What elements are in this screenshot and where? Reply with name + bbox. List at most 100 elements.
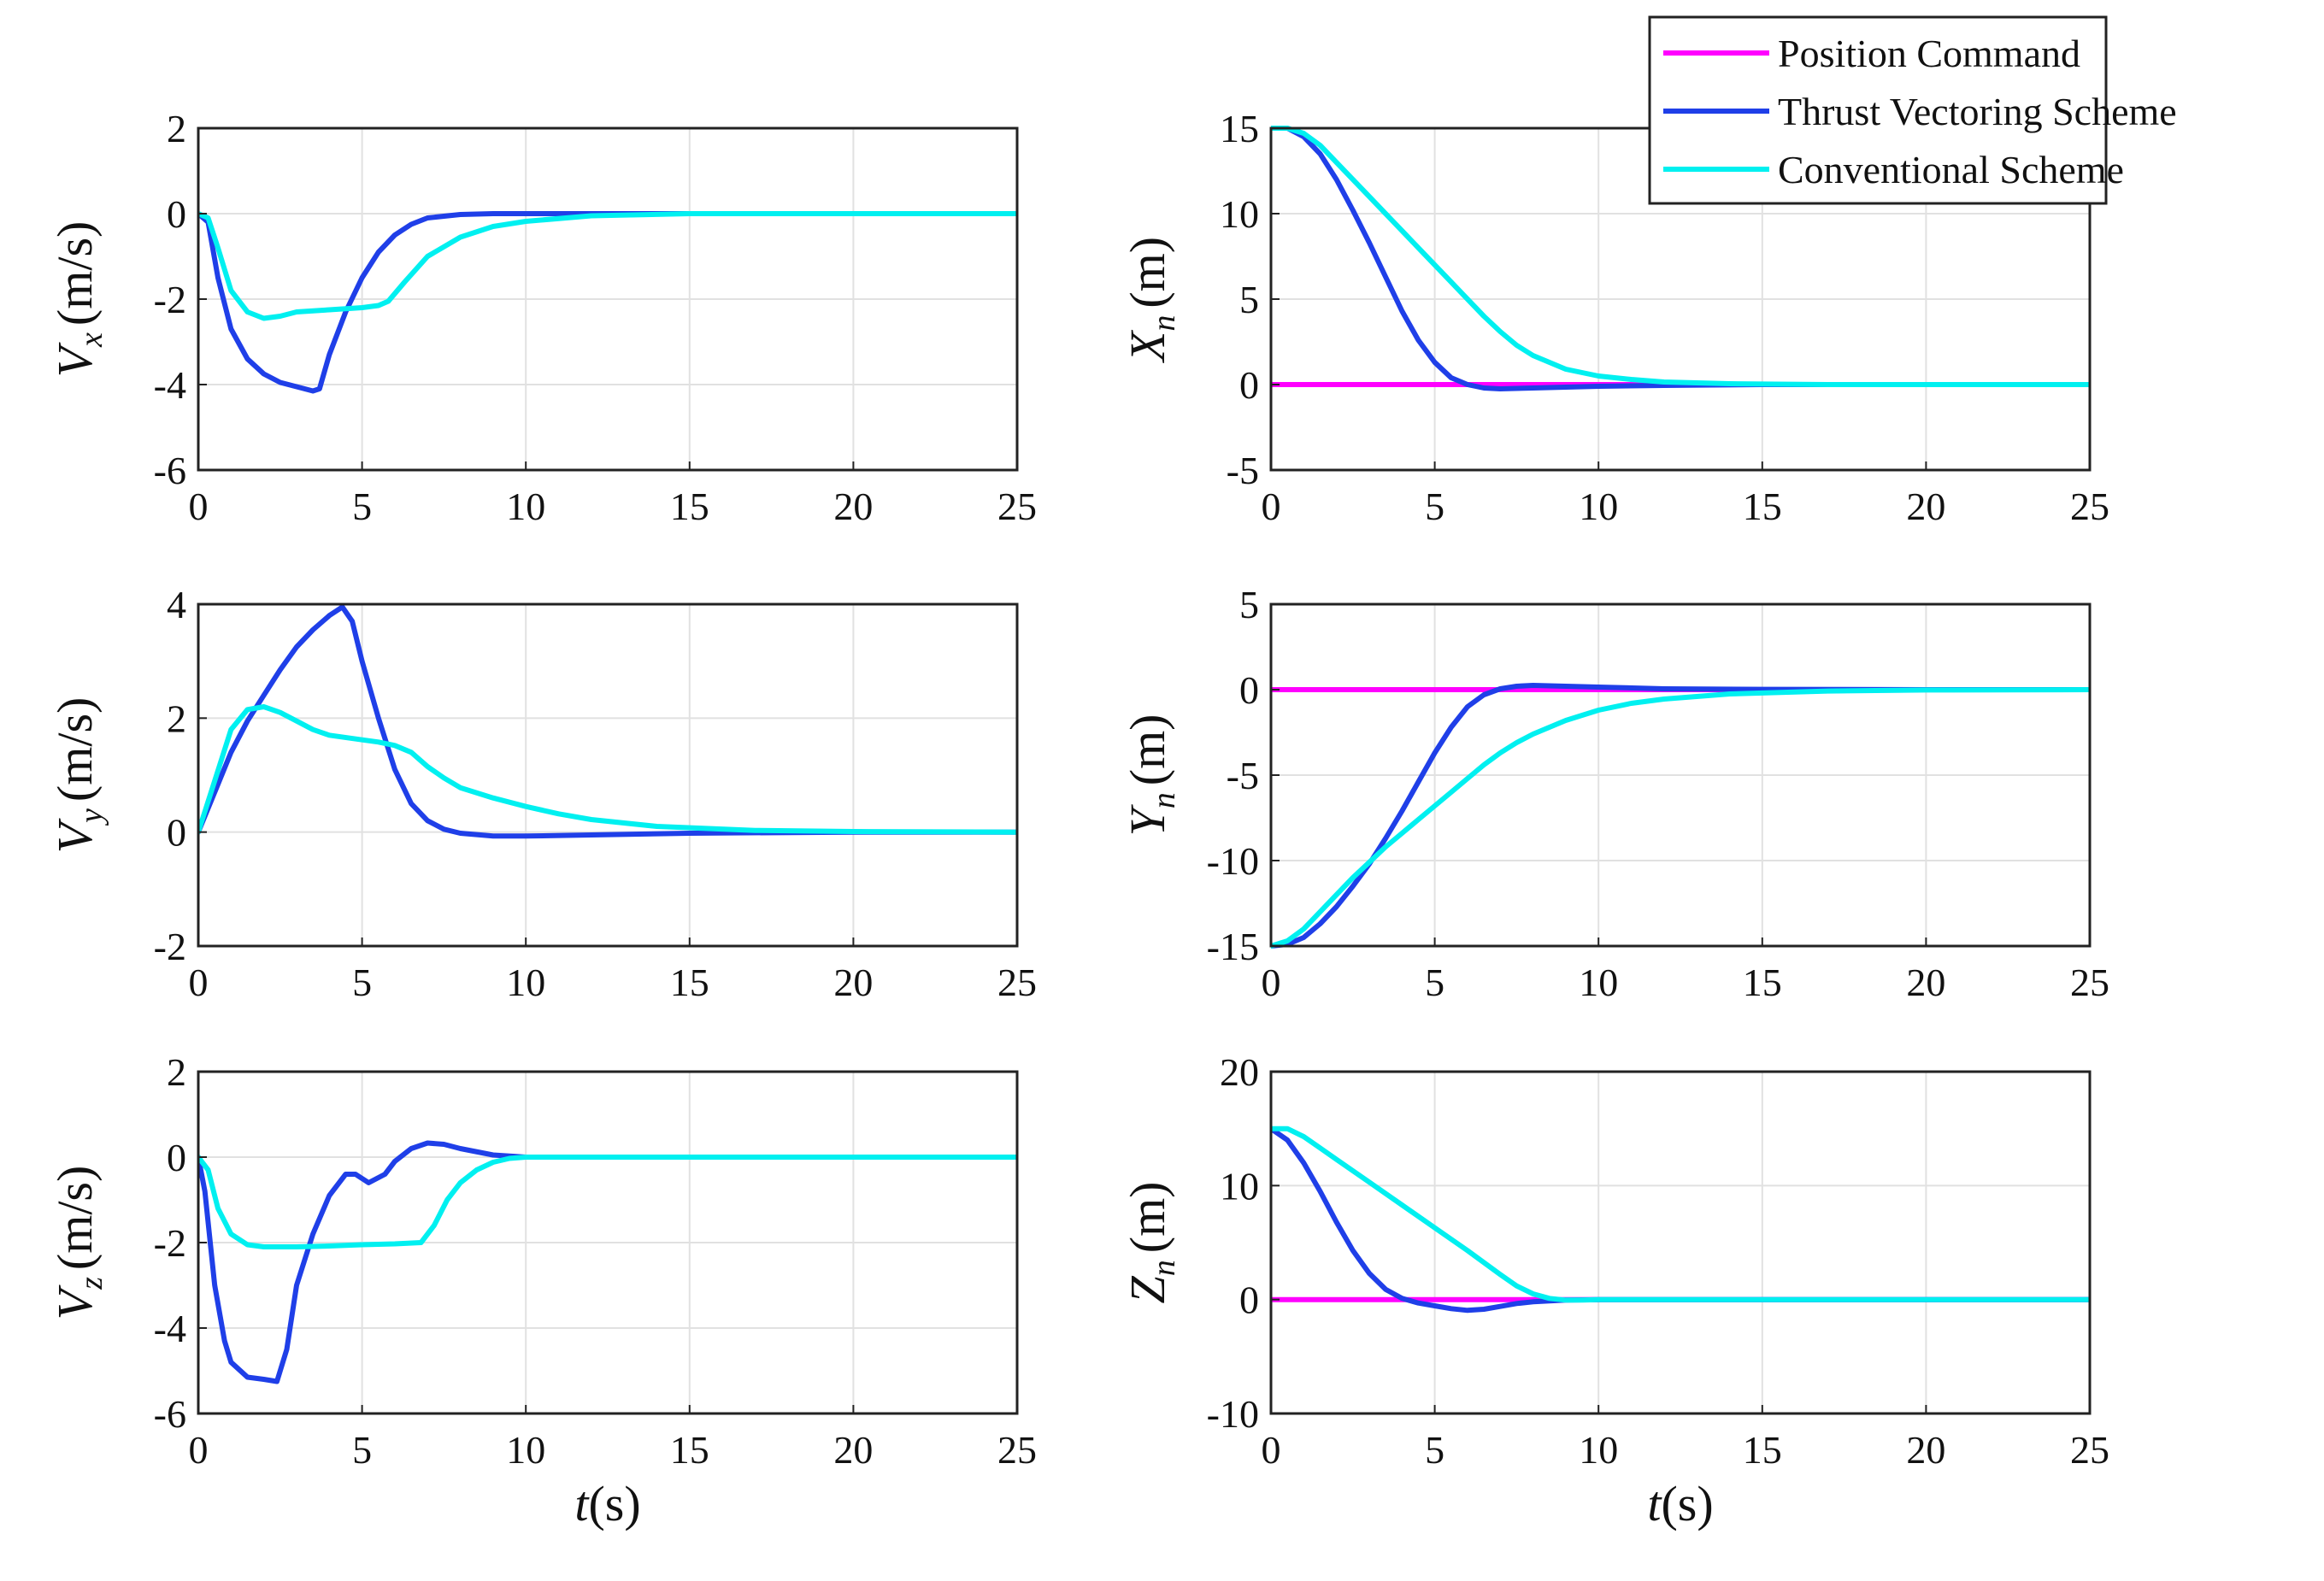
x-tick-label: 15 [1743, 961, 1782, 1004]
y-axis-label-subscript: y [74, 808, 109, 826]
x-tick-label: 0 [189, 1428, 209, 1472]
y-tick-label: 0 [167, 192, 186, 236]
y-axis-label-subscript: n [1146, 1260, 1182, 1276]
x-tick-label: 20 [833, 961, 873, 1004]
y-tick-label: -6 [154, 1392, 186, 1436]
legend-label: Position Command [1778, 32, 2080, 75]
x-tick-label: 25 [997, 1428, 1037, 1472]
x-tick-label: 0 [1262, 1428, 1281, 1472]
x-tick-label: 15 [1743, 485, 1782, 528]
y-axis-label-unit: (m/s) [47, 1166, 103, 1270]
y-tick-label: -5 [1227, 754, 1259, 797]
y-axis-label-subscript: n [1146, 792, 1182, 808]
axes-frame [1269, 1070, 2092, 1415]
y-axis-label-unit: (m/s) [47, 697, 103, 802]
y-tick-label: -2 [154, 278, 186, 321]
y-axis-label: Yn (m) [1120, 714, 1182, 836]
series-line-conventional-scheme [198, 704, 1017, 835]
y-tick-label: 0 [1239, 1278, 1259, 1322]
x-tick-label: 20 [1906, 961, 1945, 1004]
x-axis-label-unit: (s) [1661, 1476, 1713, 1531]
y-axis-label: Vy (m/s) [47, 697, 109, 854]
y-tick-label: 5 [1239, 583, 1259, 626]
x-axis-label: t(s) [1647, 1476, 1713, 1531]
x-tick-label: 0 [189, 485, 209, 528]
series-line-thrust-vectoring-scheme [198, 211, 1017, 394]
y-tick-label: -4 [154, 1307, 186, 1350]
legend: Position Command Thrust Vectoring Scheme… [1648, 15, 2177, 205]
x-tick-label: 25 [997, 961, 1037, 1004]
x-tick-label: 5 [1425, 961, 1444, 1004]
y-axis-label-unit: (m/s) [47, 221, 103, 326]
y-axis-label: Vz (m/s) [47, 1166, 109, 1320]
series-line-conventional-scheme [1271, 126, 2090, 387]
y-tick-label: -2 [154, 925, 186, 968]
series-line-thrust-vectoring-scheme [1271, 126, 2090, 391]
x-tick-label: 5 [352, 961, 372, 1004]
legend-entry-thrust-vectoring: Thrust Vectoring Scheme [1663, 90, 2177, 133]
x-tick-label: 15 [670, 485, 709, 528]
series-line-conventional-scheme [198, 1155, 1017, 1249]
series-line-thrust-vectoring-scheme [198, 604, 1017, 839]
y-tick-label: 20 [1220, 1050, 1259, 1094]
y-axis-label: Vx (m/s) [47, 221, 109, 378]
x-tick-label: 20 [833, 485, 873, 528]
y-axis-label-symbol: V [47, 341, 103, 377]
x-tick-label: 25 [2070, 1428, 2109, 1472]
x-tick-label: 5 [352, 485, 372, 528]
plot-area [1271, 1072, 2090, 1413]
y-axis-label-unit: (m) [1120, 237, 1175, 309]
x-tick-label: 10 [1579, 485, 1618, 528]
y-tick-label: -6 [154, 449, 186, 492]
y-axis-label-symbol: Z [1120, 1276, 1175, 1304]
y-tick-label: 5 [1239, 278, 1259, 321]
x-tick-label: 15 [670, 961, 709, 1004]
legend-label: Conventional Scheme [1778, 148, 2124, 191]
x-tick-label: 25 [997, 485, 1037, 528]
y-tick-label: -2 [154, 1221, 186, 1265]
y-tick-label: 0 [1239, 363, 1259, 407]
y-axis-label-unit: (m) [1120, 714, 1175, 785]
x-tick-label: 15 [1743, 1428, 1782, 1472]
axes-frame [197, 602, 1019, 948]
x-tick-label: 5 [352, 1428, 372, 1472]
y-axis-label-subscript: z [74, 1277, 109, 1290]
y-tick-label: -10 [1207, 1392, 1259, 1436]
y-axis-label-symbol: V [47, 817, 103, 853]
y-tick-label: 0 [167, 811, 186, 855]
legend-label: Thrust Vectoring Scheme [1778, 90, 2177, 133]
subplot-vx: 0 5 10 15 20 25 -6 -4 -2 0 2 Vx (m/s) [47, 107, 1037, 528]
x-tick-label: 25 [2070, 485, 2109, 528]
x-axis-label-symbol: t [574, 1476, 590, 1531]
plot-area [198, 604, 1017, 946]
x-tick-label: 10 [506, 961, 545, 1004]
y-axis-label-unit: (m) [1120, 1181, 1175, 1253]
y-tick-label: 15 [1220, 107, 1259, 150]
legend-entry-conventional: Conventional Scheme [1663, 148, 2124, 191]
x-tick-label: 10 [506, 1428, 545, 1472]
series-line-conventional-scheme [1271, 1126, 2090, 1303]
y-tick-label: 2 [167, 107, 186, 150]
y-tick-label: -4 [154, 363, 186, 407]
x-tick-label: 25 [2070, 961, 2109, 1004]
x-axis-label-symbol: t [1647, 1476, 1662, 1531]
y-axis-label-subscript: x [74, 332, 109, 348]
subplot-yn: 0 5 10 15 20 25 -15 -10 -5 0 5 Yn (m) [1120, 583, 2109, 1004]
legend-entry-position-command: Position Command [1663, 32, 2080, 75]
series-line-thrust-vectoring-scheme [1271, 683, 2090, 949]
x-tick-label: 0 [189, 961, 209, 1004]
x-tick-label: 10 [506, 485, 545, 528]
x-tick-label: 0 [1262, 961, 1281, 1004]
y-tick-label: -10 [1207, 839, 1259, 883]
y-tick-label: 4 [167, 583, 186, 626]
y-tick-label: 10 [1220, 192, 1259, 236]
x-axis-label: t(s) [574, 1476, 640, 1531]
y-tick-label: 10 [1220, 1164, 1259, 1208]
x-tick-label: 0 [1262, 485, 1281, 528]
x-tick-label: 5 [1425, 1428, 1444, 1472]
y-axis-label: Zn (m) [1120, 1181, 1182, 1303]
